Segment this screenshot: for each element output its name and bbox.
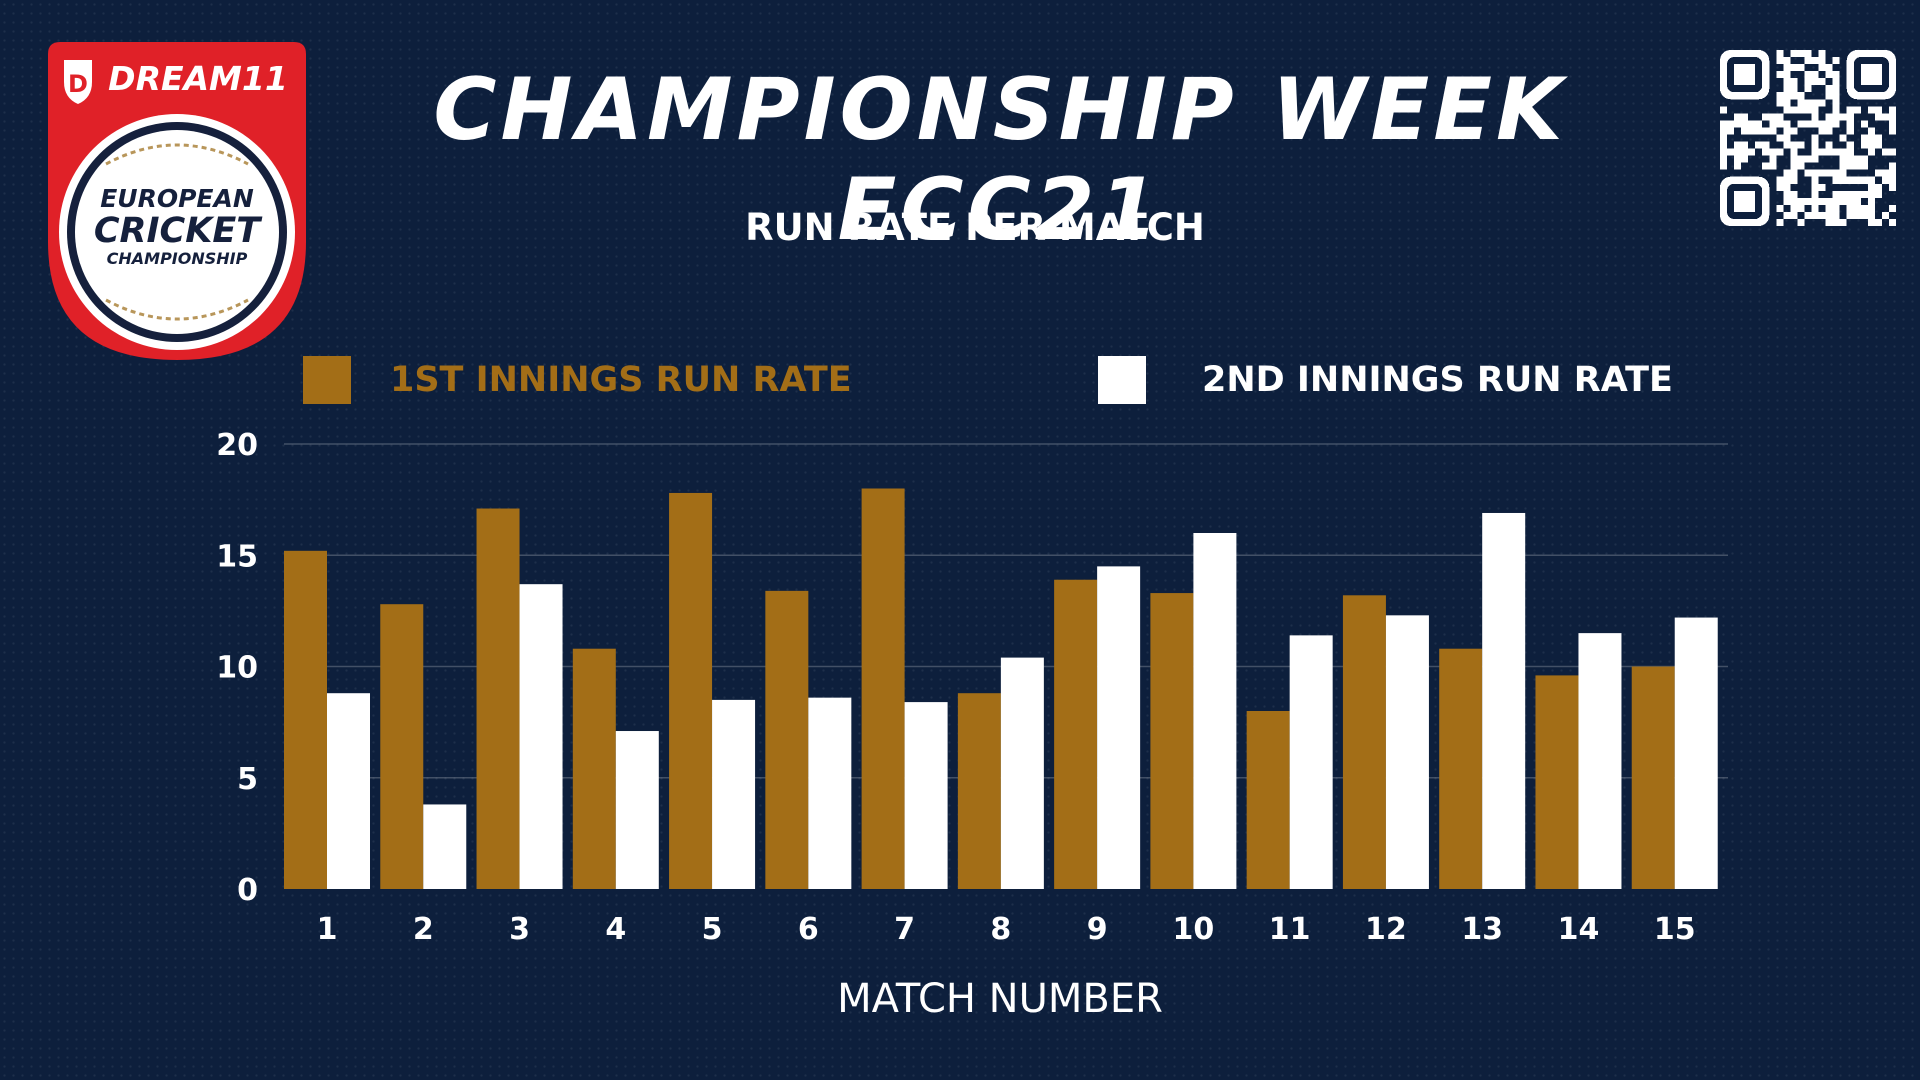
- x-axis-label: MATCH NUMBER: [837, 976, 1163, 1022]
- y-tick-label: 10: [216, 651, 258, 686]
- bar-2nd-innings: [808, 697, 852, 889]
- svg-text:D: D: [68, 70, 88, 98]
- ball-seam-bottom: [105, 298, 249, 321]
- bar-2nd-innings: [519, 584, 563, 889]
- chart-subtitle: RUN RATE PER MATCH: [745, 206, 1205, 249]
- x-tick-label: 3: [509, 912, 530, 947]
- y-tick-label: 15: [216, 539, 258, 574]
- legend-label-1st-innings: 1ST INNINGS RUN RATE: [390, 360, 852, 400]
- x-tick-label: 1: [317, 912, 338, 947]
- logo-brand: DREAM11: [108, 59, 288, 98]
- bar-1st-innings: [572, 648, 616, 889]
- legend-label-2nd-innings: 2ND INNINGS RUN RATE: [1202, 360, 1673, 400]
- x-tick-label: 9: [1087, 912, 1108, 947]
- bar-1st-innings: [476, 508, 520, 889]
- logo-ring-inner: [75, 130, 279, 334]
- bar-2nd-innings: [712, 699, 756, 889]
- x-tick-label: 12: [1365, 912, 1407, 947]
- bar-2nd-innings: [615, 731, 659, 889]
- bar-1st-innings: [765, 590, 809, 889]
- x-tick-label: 6: [798, 912, 819, 947]
- x-tick-label: 2: [413, 912, 434, 947]
- y-tick-label: 20: [216, 428, 258, 463]
- logo-line1: EUROPEAN: [100, 184, 254, 213]
- x-tick-label: 11: [1269, 912, 1311, 947]
- legend-swatch-2nd-innings: [1098, 356, 1146, 404]
- bar-1st-innings: [1342, 595, 1386, 889]
- dream11-emblem-icon: D: [64, 60, 92, 104]
- bar-1st-innings: [380, 604, 424, 889]
- bar-2nd-innings: [327, 693, 370, 889]
- bar-1st-innings: [1246, 711, 1290, 889]
- x-tick-label: 4: [605, 912, 626, 947]
- bar-1st-innings: [1150, 593, 1194, 889]
- logo-line3: CHAMPIONSHIP: [107, 249, 248, 268]
- bar-1st-innings: [957, 693, 1001, 889]
- page-title: CHAMPIONSHIP WEEK ECC21: [433, 60, 1567, 260]
- logo-line2: CRICKET: [94, 211, 263, 251]
- bar-1st-innings: [669, 492, 713, 889]
- x-tick-label: 14: [1558, 912, 1600, 947]
- x-tick-label: 8: [990, 912, 1011, 947]
- bar-1st-innings: [1535, 675, 1579, 889]
- bar-1st-innings: [861, 488, 905, 889]
- bar-2nd-innings: [1097, 566, 1141, 889]
- bar-2nd-innings: [1578, 633, 1622, 889]
- x-tick-label: 15: [1654, 912, 1696, 947]
- x-tick-label: 10: [1173, 912, 1215, 947]
- bar-2nd-innings: [904, 702, 948, 889]
- y-tick-label: 0: [237, 873, 258, 908]
- bar-2nd-innings: [1482, 512, 1526, 889]
- bar-1st-innings: [1631, 666, 1675, 889]
- bar-1st-innings: [284, 550, 327, 889]
- bar-2nd-innings: [1193, 533, 1237, 889]
- bar-2nd-innings: [1385, 615, 1429, 889]
- bar-2nd-innings: [1289, 635, 1333, 889]
- legend-swatch-1st-innings: [303, 356, 351, 404]
- bar-2nd-innings: [423, 804, 467, 889]
- x-tick-label: 5: [702, 912, 723, 947]
- ecc-logo: D DREAM11 EUROPEAN CRICKET CHAMPIONSHIP: [48, 42, 306, 360]
- bar-1st-innings: [1054, 579, 1098, 889]
- x-tick-label: 13: [1461, 912, 1503, 947]
- x-tick-label: 7: [894, 912, 915, 947]
- bar-2nd-innings: [1674, 617, 1718, 889]
- bar-1st-innings: [1439, 648, 1483, 889]
- bar-2nd-innings: [1000, 657, 1044, 889]
- qr-code-icon: [1720, 50, 1896, 226]
- y-tick-label: 5: [237, 762, 258, 797]
- ball-seam-top: [105, 143, 249, 166]
